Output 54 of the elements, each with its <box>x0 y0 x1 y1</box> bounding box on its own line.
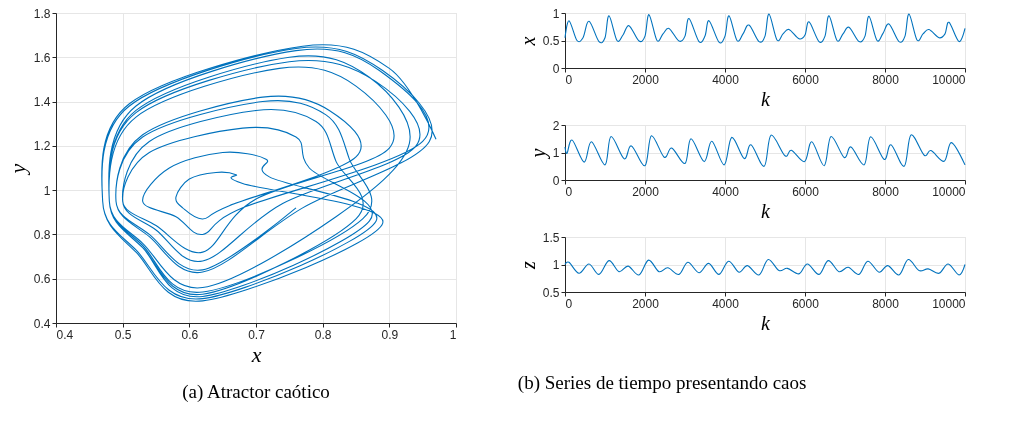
y-tick-label: 1 <box>552 258 560 272</box>
x-tick-label: 8000 <box>872 184 900 199</box>
x-tick-label: 0 <box>565 72 573 87</box>
x-tick-label: 0.4 <box>56 327 74 342</box>
x-tick-label: 6000 <box>792 296 820 311</box>
x-axis-title: k <box>761 199 772 222</box>
x-tick-label: 2000 <box>632 72 660 87</box>
y-tick-label: 0.6 <box>33 272 51 287</box>
x-tick-label: 0.8 <box>314 327 332 342</box>
x-tick-label: 0 <box>565 184 573 199</box>
y-tick-label: 0 <box>552 61 560 76</box>
x-tick-label: 2000 <box>632 184 660 199</box>
x-tick-label: 10000 <box>932 184 966 199</box>
y-tick-label: 1.8 <box>33 6 51 21</box>
x-tick-label: 0.7 <box>248 327 266 342</box>
y-tick-label: 0.8 <box>33 227 51 242</box>
x-tick-label: 4000 <box>712 184 740 199</box>
y-axis-title: y <box>526 148 550 160</box>
x-tick-label: 4000 <box>712 296 740 311</box>
x-tick-label: 8000 <box>872 72 900 87</box>
x-tick-label: 10000 <box>932 296 966 311</box>
x-tick-label: 6000 <box>792 184 820 199</box>
line-series <box>101 45 437 302</box>
y-tick-label: 1 <box>552 6 560 21</box>
text: (b) Series de tiempo presentando caos <box>517 371 807 394</box>
y-axis-title: z <box>516 260 539 270</box>
x-tick-label: 0 <box>565 296 573 311</box>
y-axis-title: x <box>516 36 539 47</box>
x-tick-label: 6000 <box>792 72 820 87</box>
x-tick-label: 0.6 <box>181 327 199 342</box>
y-tick-label: 0 <box>552 173 560 188</box>
x-tick-label: 0.5 <box>114 327 132 342</box>
y-tick-label: 2 <box>552 118 560 133</box>
text: (a) Atractor caótico <box>182 381 330 403</box>
x-tick-label: 1 <box>449 327 457 342</box>
y-tick-label: 0.4 <box>33 316 51 331</box>
x-tick-label: 2000 <box>632 296 660 311</box>
y-tick-label: 0.5 <box>542 34 560 48</box>
x-tick-label: 0.9 <box>381 327 399 342</box>
y-tick-label: 1.4 <box>33 95 51 110</box>
y-tick-label: 1 <box>552 146 560 160</box>
x-tick-label: 4000 <box>712 72 740 87</box>
x-axis-title: k <box>761 311 772 334</box>
y-tick-label: 1.2 <box>33 139 51 154</box>
x-axis-title: x <box>250 341 262 367</box>
y-tick-label: 0.5 <box>542 285 560 300</box>
y-tick-label: 1.5 <box>542 230 560 245</box>
x-tick-label: 10000 <box>932 72 966 87</box>
y-tick-label: 1.6 <box>33 50 51 65</box>
y-axis-title: y <box>4 163 30 176</box>
line-series <box>564 259 966 276</box>
x-axis-title: k <box>761 87 772 110</box>
line-series <box>564 134 966 167</box>
x-tick-label: 8000 <box>872 296 900 311</box>
